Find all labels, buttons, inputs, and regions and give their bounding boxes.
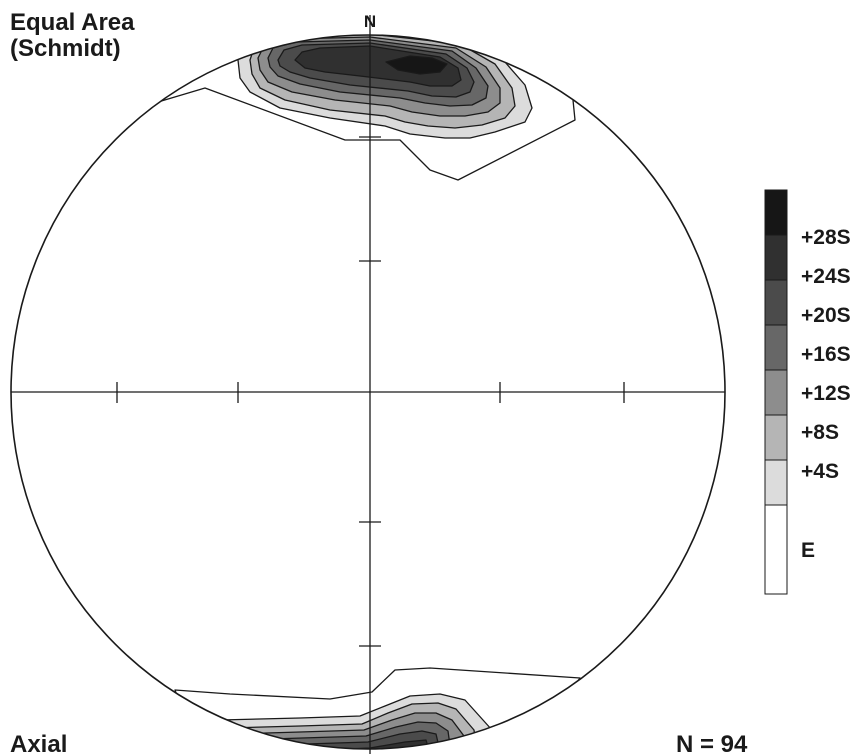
axis-ticks: [116, 136, 625, 647]
legend-label-4s: +4S: [801, 460, 839, 483]
legend-swatch-20s: [764, 279, 788, 326]
density-contours: [157, 35, 581, 749]
legend-swatch-8s: [764, 414, 788, 461]
legend-swatch-e: [764, 504, 788, 595]
legend-label-24s: +24S: [801, 265, 851, 288]
legend-swatch-12s: [764, 369, 788, 416]
legend-label-12s: +12S: [801, 382, 851, 405]
legend-swatch-16s: [764, 324, 788, 371]
projection-title: Equal Area: [10, 9, 135, 36]
legend-label-28s: +28S: [801, 226, 851, 249]
contour-south-20s: [249, 730, 443, 749]
legend-swatch-24s: [764, 234, 788, 281]
contour-south-24s: [269, 739, 433, 749]
contour-legend: +28S +24S +20S +16S +12S +8S +4S E: [764, 189, 851, 595]
legend-label-16s: +16S: [801, 343, 851, 366]
projection-subtitle: (Schmidt): [10, 35, 121, 62]
sample-count-label: N = 94: [676, 731, 748, 754]
legend-swatch-4s: [764, 459, 788, 506]
contour-south-16s: [239, 721, 453, 749]
legend-label-8s: +8S: [801, 421, 839, 444]
fabric-type-label: Axial: [10, 731, 67, 754]
contour-north-24s: [294, 45, 462, 87]
legend-label-e: E: [801, 539, 815, 562]
contour-north-28s: [385, 55, 448, 75]
legend-swatch-28s: [764, 189, 788, 236]
legend-label-20s: +20S: [801, 304, 851, 327]
